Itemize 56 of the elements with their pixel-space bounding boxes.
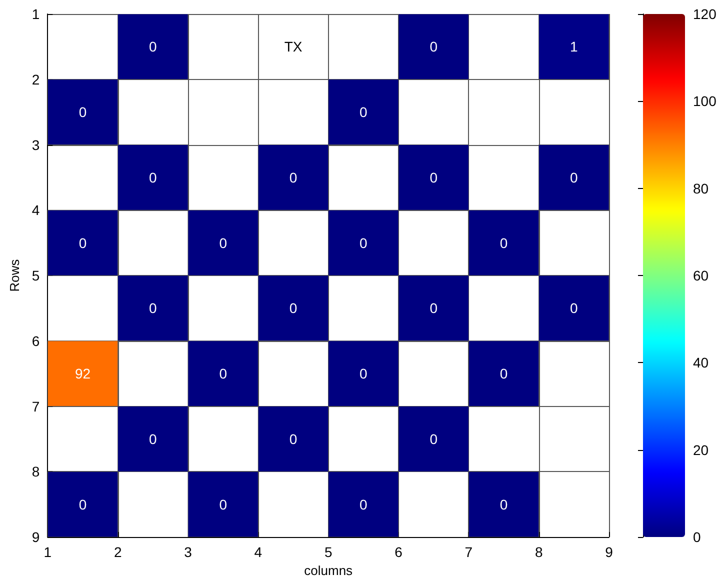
color-bar-label: 80 (693, 180, 709, 196)
data-label: 0 (430, 169, 438, 186)
y-tick-label: 4 (32, 202, 40, 218)
x-tick-label: 2 (114, 544, 122, 560)
data-label: 0 (289, 169, 298, 186)
data-label: 1 (570, 38, 578, 55)
color-bar-label: 120 (693, 6, 717, 22)
x-axis-title: columns (304, 562, 354, 578)
data-label: 0 (149, 169, 158, 186)
color-bar-label: 100 (693, 93, 717, 110)
x-tick-label: 5 (324, 544, 332, 560)
data-label: 0 (500, 234, 508, 251)
color-bar-label: 0 (693, 529, 701, 545)
data-label: 0 (219, 496, 228, 512)
color-bar-label: 40 (693, 354, 709, 371)
text: TX (284, 38, 302, 55)
data-label: 0 (289, 430, 298, 447)
y-axis-title: Rows (7, 258, 22, 292)
data-label: 0 (430, 38, 438, 55)
x-tick-label: 9 (605, 544, 614, 560)
x-tick-label: 6 (394, 544, 403, 560)
data-label: 0 (360, 496, 368, 512)
data-label: 0 (149, 430, 158, 447)
data-label: 0 (430, 430, 438, 447)
y-tick-label: 6 (32, 332, 40, 349)
data-label: 0 (78, 104, 87, 120)
y-tick-label: 8 (32, 464, 40, 480)
data-label: 0 (78, 496, 87, 512)
y-tick-label: 7 (32, 398, 40, 414)
data-label: 0 (219, 366, 228, 382)
data-label: 0 (289, 300, 298, 316)
data-label: 0 (500, 366, 508, 382)
data-label: 0 (219, 234, 228, 251)
data-label: 0 (360, 104, 368, 120)
y-tick-label: 3 (32, 136, 40, 153)
x-tick-label: 8 (534, 544, 543, 560)
y-tick-label: 2 (32, 71, 40, 88)
x-tick-label: 1 (44, 544, 52, 560)
data-label: 92 (74, 366, 91, 382)
data-label: 0 (78, 234, 87, 251)
x-tick-label: 4 (254, 544, 262, 560)
y-tick-label: 9 (32, 529, 40, 545)
data-label: 0 (570, 169, 578, 186)
data-label: 0 (360, 366, 368, 382)
y-tick-label: 1 (32, 6, 40, 22)
data-label: 0 (500, 496, 508, 512)
data-label: 0 (149, 300, 158, 316)
data-label: 0 (570, 300, 578, 316)
color-bar-label: 20 (693, 442, 709, 458)
color-bar-label: 60 (693, 268, 709, 284)
x-tick-label: 3 (184, 544, 192, 560)
y-tick-label: 5 (32, 268, 40, 284)
x-tick-label: 7 (464, 544, 473, 560)
data-label: 0 (360, 234, 368, 251)
data-label: 0 (149, 38, 158, 55)
data-label: 0 (430, 300, 438, 316)
